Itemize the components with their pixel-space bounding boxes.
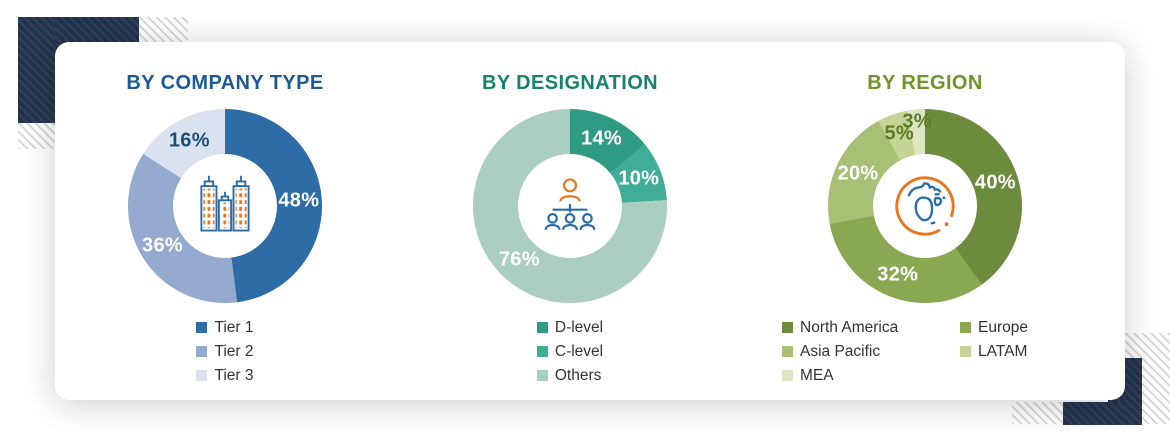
legend-swatch bbox=[536, 322, 548, 333]
legend-swatch bbox=[782, 322, 793, 333]
globe-icon bbox=[895, 176, 955, 236]
chart-title: BY COMPANY TYPE bbox=[126, 72, 324, 94]
legend-swatch bbox=[536, 370, 548, 381]
legend-item: Europe bbox=[960, 319, 1068, 336]
slice-label: 40% bbox=[974, 171, 1016, 194]
legend-item: MEA bbox=[782, 367, 960, 384]
chart-designation: BY DESIGNATION bbox=[395, 42, 745, 384]
legend-item: North America bbox=[782, 319, 960, 336]
legend-item: C-level bbox=[536, 343, 604, 360]
slice-label: 16% bbox=[168, 129, 210, 152]
legend-label: D-level bbox=[554, 319, 604, 336]
legend-swatch bbox=[960, 322, 971, 333]
donut-region: 40% 32% 20% 5% 3% bbox=[828, 109, 1022, 303]
donut-company-type: 48% 36% 16% bbox=[128, 109, 322, 303]
legend-swatch bbox=[536, 346, 548, 357]
legend-swatch bbox=[782, 346, 793, 357]
legend-swatch bbox=[960, 346, 971, 357]
corner-accent-bottom-right-vertical bbox=[1124, 358, 1142, 425]
legend-item: Asia Pacific bbox=[782, 343, 960, 360]
legend-label: Europe bbox=[978, 319, 1028, 336]
legend-label: MEA bbox=[800, 367, 834, 384]
legend-label: Tier 1 bbox=[214, 319, 254, 336]
buildings-icon bbox=[200, 175, 250, 232]
legend-item: LATAM bbox=[960, 343, 1068, 360]
donut-center bbox=[173, 154, 277, 258]
chart-title: BY DESIGNATION bbox=[482, 72, 658, 94]
corner-accent-bottom-right-horizontal bbox=[1063, 402, 1142, 425]
legend-item: Others bbox=[536, 367, 603, 384]
chart-region: BY REGION 40% 32% 20% 5% 3% North America Eur… bbox=[745, 42, 1105, 384]
legend-item: Tier 2 bbox=[196, 343, 254, 360]
org-chart-icon bbox=[544, 178, 596, 231]
legend-item: Tier 3 bbox=[196, 367, 254, 384]
legend-label: Tier 2 bbox=[214, 343, 254, 360]
donut-center bbox=[873, 154, 977, 258]
legend-item: Tier 1 bbox=[196, 319, 254, 336]
hatch-pattern-top-left-right bbox=[139, 17, 188, 43]
slice-label: 36% bbox=[142, 234, 183, 257]
legend-item: D-level bbox=[536, 319, 604, 336]
legend-label: Tier 3 bbox=[214, 367, 254, 384]
slice-label: 48% bbox=[278, 189, 320, 212]
legend-swatch bbox=[196, 322, 208, 333]
legend-designation: D-level C-level Others bbox=[536, 319, 604, 384]
legend-label: Others bbox=[554, 367, 602, 384]
legend-company-type: Tier 1 Tier 2 Tier 3 bbox=[196, 319, 254, 384]
infographic-card: BY COMPANY TYPE bbox=[55, 42, 1125, 400]
slice-label: 5% bbox=[884, 122, 915, 145]
chart-company-type: BY COMPANY TYPE bbox=[55, 42, 395, 384]
legend-label: C-level bbox=[554, 343, 604, 360]
donut-designation: 14% 10% 76% bbox=[473, 109, 667, 303]
slice-label: 14% bbox=[581, 127, 622, 150]
legend-label: North America bbox=[800, 319, 899, 336]
legend-label: LATAM bbox=[978, 343, 1028, 360]
legend-region: North America Europe Asia Pacific LATAM MEA bbox=[782, 319, 1068, 384]
corner-accent-top-left-vertical bbox=[18, 17, 55, 123]
donut-center bbox=[518, 154, 622, 258]
slice-label: 76% bbox=[498, 248, 540, 271]
legend-swatch bbox=[782, 370, 793, 381]
legend-label: Asia Pacific bbox=[800, 343, 881, 360]
slice-label: 10% bbox=[618, 167, 660, 190]
chart-title: BY REGION bbox=[867, 72, 983, 94]
legend-swatch bbox=[196, 370, 208, 381]
slice-label: 20% bbox=[837, 162, 879, 185]
slice-label: 3% bbox=[902, 110, 932, 133]
slice-label: 32% bbox=[877, 263, 919, 286]
legend-swatch bbox=[196, 346, 208, 357]
hatch-pattern-top-left-bottom bbox=[18, 123, 55, 149]
